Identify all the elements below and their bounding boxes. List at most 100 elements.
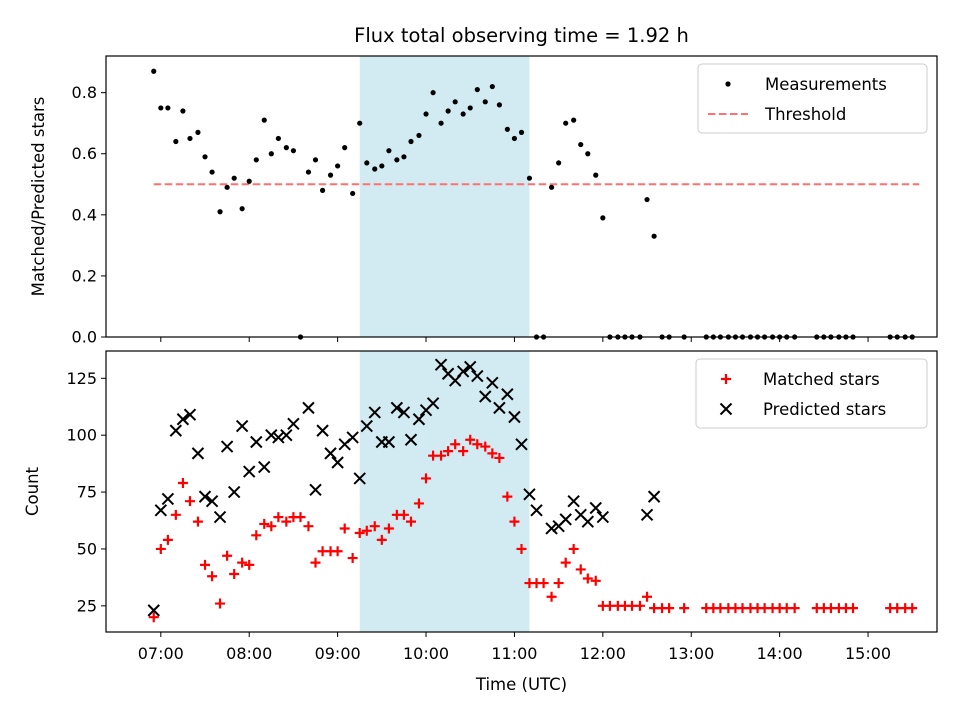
matched-star-point [162,534,173,545]
measurement-point [180,108,186,114]
matched-star-point [383,523,394,534]
matched-star-point [281,516,292,527]
predicted-star-point [501,388,514,401]
predicted-star-point [265,428,278,442]
predicted-star-point [508,410,521,424]
predicted-star-point [213,510,227,524]
matched-star-point [553,578,564,589]
predicted-star-point [523,488,536,501]
predicted-star-point [235,419,249,433]
measurement-point [305,169,312,175]
matched-star-point [295,512,306,523]
ratio-plot-frame [105,55,938,338]
ratio-x-ticks [160,337,869,342]
legend-matched-marker [721,374,731,384]
matched-star-point [568,543,579,554]
measurement-point [372,166,378,172]
predicted-star-point [412,413,426,426]
measurement-point [158,105,164,111]
measurement-point [526,175,533,181]
matched-star-point [170,509,181,520]
predicted-star-point [280,428,293,442]
matched-stars-series [148,434,918,623]
measurement-point [335,163,341,169]
measurement-point [600,215,606,221]
measurement-point [327,172,334,178]
y-tick-label: 0.2 [72,266,97,285]
matched-star-point [582,573,593,584]
y-tick-label: 0.0 [72,328,97,347]
measurement-point [202,154,208,160]
measurement-point [438,120,444,126]
matched-star-point [465,434,476,445]
ratio-legend-box [697,63,928,134]
measurement-point [290,148,297,154]
measurement-point [173,138,179,145]
predicted-star-point [309,483,322,497]
matched-star-point [376,534,387,545]
predicted-star-point [272,431,285,444]
matched-star-point [303,521,314,532]
predicted-star-point [302,401,315,415]
measurement-point [593,172,599,178]
legend-x-glyph [719,402,733,416]
predicted-star-point [227,485,241,499]
predicted-star-point [493,401,506,415]
x-tick-label: 12:00 [580,644,626,663]
matched-star-point [332,546,343,557]
predicted-star-point [147,604,160,617]
predicted-star-point [169,424,183,437]
measurement-point [350,190,356,197]
matched-star-point [200,559,211,570]
matched-star-point [259,518,270,529]
measurement-point [651,233,657,239]
x-tick-label: 09:00 [315,644,361,663]
measurement-point [644,196,650,203]
matched-star-point [229,568,240,579]
x-tick-label: 13:00 [668,644,714,663]
matched-star-point [237,557,248,568]
ratio-legend: Measurements Threshold [697,63,928,134]
predicted-star-point [559,513,572,526]
predicted-star-point [346,431,359,444]
predicted-star-point [397,406,411,419]
measurement-point [209,169,215,175]
matched-star-point [369,521,380,532]
predicted-star-point [545,522,558,535]
x-tick-label: 11:00 [491,644,537,663]
predicted-star-point [596,510,610,524]
matched-star-point [480,441,491,452]
measurement-point [165,105,171,111]
measurement-point [261,117,267,123]
count-legend: Matched stars Predicted stars [695,358,928,429]
ratio-y-axis: 0.0 0.2 0.4 0.6 0.8 [72,83,106,347]
matched-star-point [310,557,321,568]
matched-star-point [244,559,255,570]
matched-star-point [413,498,424,509]
y-tick-label: 125 [66,369,97,388]
predicted-star-point [434,358,448,371]
measurement-point [357,120,363,126]
predicted-star-point [464,360,477,374]
chart-title: Flux total observing time = 1.92 h [354,24,689,47]
x-tick-label: 08:00 [226,644,272,663]
measurement-point [482,99,488,105]
predicted-star-point [390,401,404,415]
predicted-star-point [331,456,344,469]
measurement-point [151,68,157,74]
matched-star-point [642,591,653,602]
measurement-point [504,126,510,132]
matched-star-point [184,496,195,507]
predicted-star-point [258,460,271,474]
measurement-point [548,184,555,190]
x-tick-label: 10:00 [403,644,449,663]
x-axis-label: Time (UTC) [475,675,567,694]
measurement-point [217,209,223,215]
predicted-star-point [191,447,205,460]
measurement-point [342,145,348,151]
legend-predicted-marker [719,402,733,416]
predicted-star-point [250,435,263,449]
predicted-star-point [404,433,418,446]
y-tick-label: 0.4 [72,205,97,224]
